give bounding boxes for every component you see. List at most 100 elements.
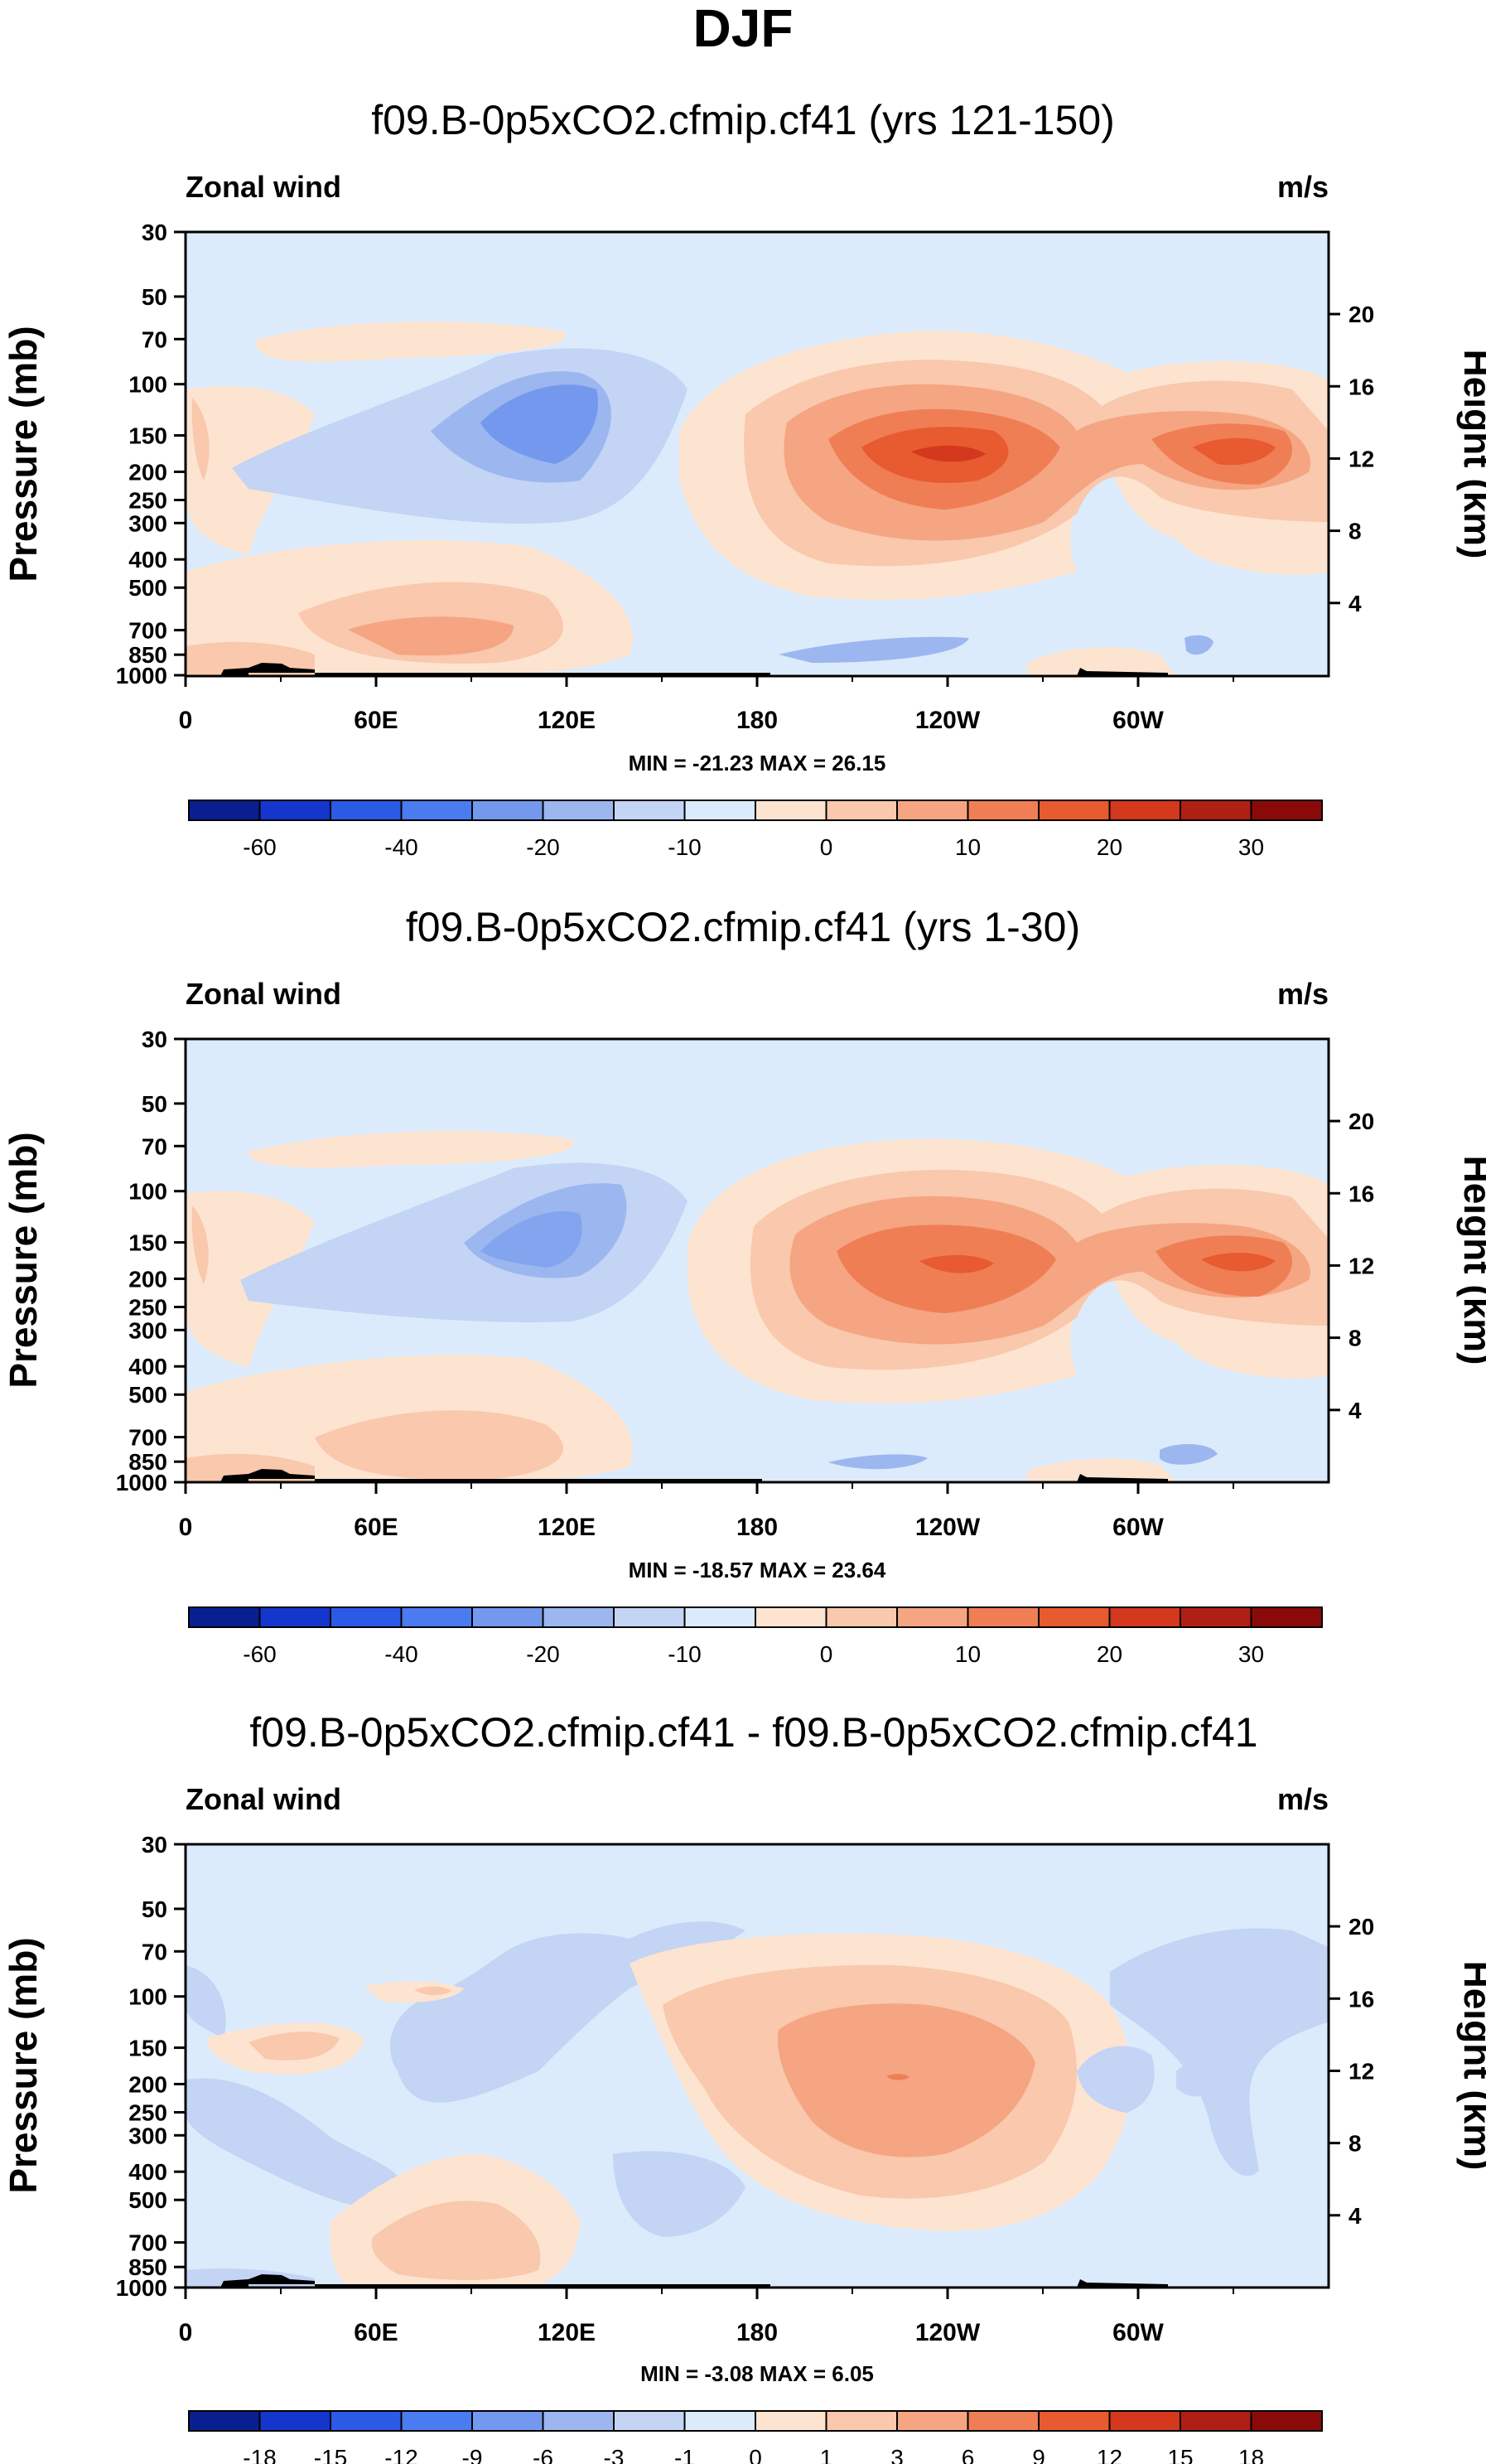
y-tick-label: 30 bbox=[142, 220, 167, 245]
colorbar-swatch bbox=[967, 1606, 1040, 1628]
y-tick-label: 400 bbox=[128, 547, 167, 573]
contour-region bbox=[837, 1225, 1292, 1313]
contour-region bbox=[613, 2151, 745, 2237]
colorbar-swatch bbox=[825, 2410, 898, 2432]
contour-region bbox=[186, 2078, 408, 2209]
colorbar-swatch bbox=[755, 2410, 827, 2432]
x-tick-label: 60E bbox=[354, 1514, 398, 1541]
colorbar: -60 -40 -20 -10 0 10 20 30 bbox=[188, 800, 1323, 860]
colorbar-swatch bbox=[825, 800, 898, 821]
colorbar-label: 30 bbox=[1238, 834, 1264, 860]
y-tick-label: 300 bbox=[128, 2123, 167, 2148]
contour-region bbox=[886, 2074, 909, 2080]
contour-region bbox=[480, 1211, 582, 1268]
y-tick-label: 400 bbox=[128, 1354, 167, 1379]
x-tick-label: 0 bbox=[179, 1514, 193, 1541]
y2-tick-label: 12 bbox=[1348, 446, 1374, 471]
colorbar-label: 10 bbox=[955, 1641, 981, 1667]
colorbar-label: 18 bbox=[1238, 2445, 1264, 2464]
colorbar-swatch bbox=[755, 1606, 827, 1628]
y2-axis-label: Height (km) bbox=[1456, 1156, 1486, 1365]
x-tick-label: 180 bbox=[736, 2319, 778, 2346]
y-tick-label: 150 bbox=[128, 2036, 167, 2061]
contour-region bbox=[1160, 1444, 1218, 1465]
colorbar-swatch bbox=[258, 800, 331, 821]
y2-tick-label: 20 bbox=[1348, 1914, 1374, 1940]
y-axis-label: Pressure (mb) bbox=[2, 1937, 45, 2193]
colorbar-swatch bbox=[1180, 2410, 1252, 2432]
x-tick-label: 120W bbox=[915, 2319, 981, 2346]
colorbar-label: -40 bbox=[384, 1641, 417, 1667]
colorbar-label: -12 bbox=[384, 2445, 417, 2464]
contour-field bbox=[186, 232, 1329, 676]
y-tick-label: 150 bbox=[128, 423, 167, 449]
contour-region bbox=[1027, 647, 1176, 676]
colorbar-label: 6 bbox=[962, 2445, 975, 2464]
y-tick-label: 250 bbox=[128, 2099, 167, 2125]
contour-region bbox=[919, 1252, 1276, 1273]
y2-axis-label: Height (km) bbox=[1456, 1961, 1486, 2171]
units-label: m/s bbox=[1277, 170, 1329, 204]
contour-region bbox=[414, 1986, 451, 1996]
y2-axis-label: Height (km) bbox=[1456, 350, 1486, 559]
contour-region bbox=[256, 321, 566, 362]
y2-tick-label: 12 bbox=[1348, 2058, 1374, 2084]
colorbar-swatch bbox=[1038, 2410, 1111, 2432]
y-tick-label: 70 bbox=[142, 1939, 167, 1964]
colorbar-swatch bbox=[471, 1606, 544, 1628]
colorbar-swatch bbox=[613, 1606, 686, 1628]
colorbar-label: 15 bbox=[1167, 2445, 1193, 2464]
colorbar-swatch bbox=[967, 800, 1040, 821]
contour-region bbox=[348, 616, 514, 656]
contour-region bbox=[186, 1965, 226, 2038]
colorbar-label: 12 bbox=[1097, 2445, 1122, 2464]
x-tick-label: 0 bbox=[179, 2319, 193, 2346]
colorbar: -60 -40 -20 -10 0 10 20 30 bbox=[188, 1606, 1323, 1667]
y-tick-label: 1000 bbox=[116, 663, 167, 688]
panel-title: f09.B-0p5xCO2.cfmip.cf41 (yrs 1-30) bbox=[406, 904, 1080, 950]
min-max-stats: MIN = -18.57 MAX = 23.64 bbox=[629, 1558, 886, 1582]
colorbar-label: -15 bbox=[314, 2445, 347, 2464]
colorbar-swatch bbox=[896, 800, 969, 821]
colorbar-swatch bbox=[1250, 800, 1323, 821]
y-tick-label: 30 bbox=[142, 1832, 167, 1858]
topography bbox=[220, 1469, 1168, 1482]
x-tick-label: 120E bbox=[538, 707, 596, 734]
topography bbox=[220, 663, 1168, 676]
colorbar-label: -60 bbox=[243, 834, 276, 860]
y-tick-label: 850 bbox=[128, 642, 167, 668]
colorbar-label: 1 bbox=[820, 2445, 833, 2464]
y-tick-label: 100 bbox=[128, 372, 167, 398]
variable-label: Zonal wind bbox=[186, 977, 341, 1011]
contour-region bbox=[248, 2032, 340, 2061]
colorbar-swatch bbox=[188, 2410, 261, 2432]
colorbar-label: 0 bbox=[749, 2445, 762, 2464]
colorbar-swatch bbox=[825, 1606, 898, 1628]
colorbar-swatch bbox=[258, 2410, 331, 2432]
y-tick-label: 1000 bbox=[116, 2275, 167, 2301]
contour-field bbox=[186, 1039, 1329, 1482]
x-tick-label: 180 bbox=[736, 707, 778, 734]
colorbar-swatch bbox=[471, 2410, 544, 2432]
x-tick-label: 60E bbox=[354, 707, 398, 734]
y-tick-label: 700 bbox=[128, 1425, 167, 1451]
contour-region bbox=[315, 1410, 563, 1480]
y2-tick-label: 12 bbox=[1348, 1253, 1374, 1278]
units-label: m/s bbox=[1277, 1782, 1329, 1816]
colorbar-swatch bbox=[1108, 2410, 1181, 2432]
contour-region bbox=[480, 384, 598, 464]
y-tick-label: 300 bbox=[128, 1317, 167, 1343]
x-tick-label: 120W bbox=[915, 707, 981, 734]
y-tick-label: 200 bbox=[128, 1266, 167, 1292]
colorbar-label: 0 bbox=[820, 834, 833, 860]
colorbar-swatch bbox=[755, 800, 827, 821]
season-title: DJF bbox=[693, 0, 794, 58]
colorbar-label: -60 bbox=[243, 1641, 276, 1667]
y-tick-label: 400 bbox=[128, 2159, 167, 2185]
y-tick-label: 50 bbox=[142, 1091, 167, 1117]
colorbar-swatch bbox=[400, 1606, 473, 1628]
contour-region bbox=[1184, 635, 1213, 655]
x-tick-label: 60W bbox=[1112, 707, 1164, 734]
